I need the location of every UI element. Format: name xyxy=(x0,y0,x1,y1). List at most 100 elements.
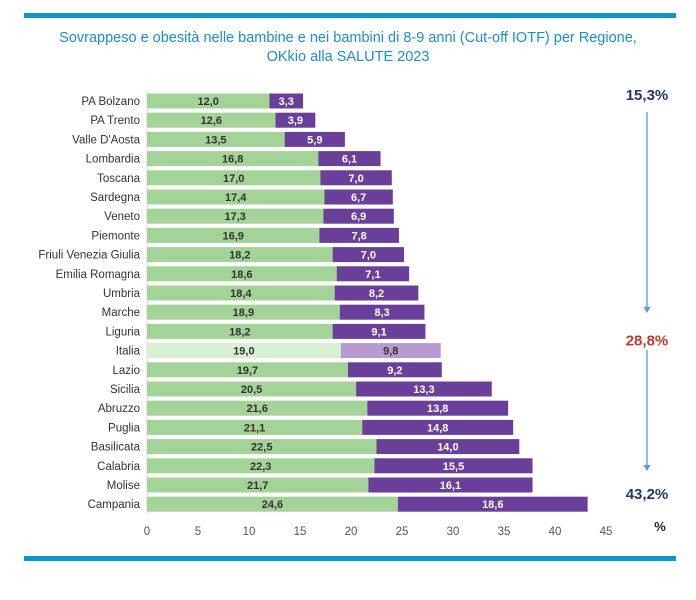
bar-obesita xyxy=(347,362,442,378)
data-label-obesita: 14,0 xyxy=(437,442,458,454)
data-label-obesita: 7,0 xyxy=(361,250,376,262)
x-tick-label: 5 xyxy=(195,526,201,538)
bar-obesita xyxy=(275,112,316,128)
x-tick-label: 20 xyxy=(345,526,358,538)
data-label-obesita: 6,1 xyxy=(342,154,357,166)
bar-obesita xyxy=(284,131,345,147)
data-label-sovrappeso: 24,6 xyxy=(262,499,283,511)
data-label-sovrappeso: 16,8 xyxy=(222,154,243,166)
data-label-sovrappeso: 22,5 xyxy=(251,442,272,454)
bar-obesita xyxy=(397,496,588,512)
x-tick-label: 30 xyxy=(447,526,460,538)
bar-obesita xyxy=(367,400,509,416)
data-label-sovrappeso: 21,1 xyxy=(244,422,265,434)
category-label: Liguria xyxy=(105,326,140,338)
category-label: Emilia Romagna xyxy=(56,269,141,281)
category-label: Lombardia xyxy=(86,154,141,166)
data-label-sovrappeso: 22,3 xyxy=(250,461,271,473)
top-rule xyxy=(24,13,676,18)
data-label-obesita: 6,7 xyxy=(351,192,366,204)
bar-obesita xyxy=(336,266,410,282)
bar-obesita xyxy=(374,458,533,474)
bar-sovrappeso xyxy=(147,208,324,224)
data-label-obesita: 8,3 xyxy=(374,307,389,319)
data-label-sovrappeso: 18,2 xyxy=(229,326,250,338)
category-label: Campania xyxy=(88,499,141,511)
data-label-obesita: 18,6 xyxy=(482,499,503,511)
bar-sovrappeso xyxy=(147,477,369,493)
data-label-sovrappeso: 21,6 xyxy=(246,403,267,415)
data-label-obesita: 6,9 xyxy=(351,211,366,223)
bar-obesita xyxy=(332,247,405,263)
x-tick-label: 10 xyxy=(243,526,256,538)
bar-obesita xyxy=(362,419,514,435)
data-label-sovrappeso: 17,0 xyxy=(223,173,244,185)
data-label-sovrappeso: 17,4 xyxy=(225,192,247,204)
bottom-rule xyxy=(24,556,676,561)
bar-sovrappeso xyxy=(147,323,333,339)
bar-sovrappeso xyxy=(147,227,320,243)
category-label: Marche xyxy=(102,307,140,319)
bar-obesita xyxy=(320,170,392,186)
bar-sovrappeso xyxy=(147,131,285,147)
data-label-sovrappeso: 13,5 xyxy=(205,134,226,146)
bar-sovrappeso xyxy=(147,285,335,301)
category-label: Umbria xyxy=(103,288,141,300)
x-tick-label: 25 xyxy=(396,526,409,538)
data-label-sovrappeso: 21,7 xyxy=(247,480,268,492)
category-label: Valle D'Aosta xyxy=(72,134,140,146)
bar-sovrappeso xyxy=(147,151,319,167)
bar-sovrappeso xyxy=(147,247,333,263)
category-label: PA Bolzano xyxy=(81,96,140,108)
x-tick-label: 40 xyxy=(549,526,562,538)
data-label-obesita: 13,8 xyxy=(427,403,448,415)
data-label-sovrappeso: 17,3 xyxy=(225,211,246,223)
bar-obesita xyxy=(269,93,304,109)
x-tick-label: 15 xyxy=(294,526,307,538)
bar-sovrappeso xyxy=(147,93,270,109)
category-label: Molise xyxy=(107,480,140,492)
bar-sovrappeso xyxy=(147,343,341,359)
category-label: Basilicata xyxy=(91,442,141,454)
category-label: PA Trento xyxy=(90,115,140,127)
category-label: Sicilia xyxy=(110,384,141,396)
bar-sovrappeso xyxy=(147,458,375,474)
data-label-sovrappeso: 12,0 xyxy=(197,96,218,108)
data-label-sovrappeso: 18,4 xyxy=(230,288,252,300)
bar-sovrappeso xyxy=(147,112,276,128)
arrow-head xyxy=(643,465,651,471)
chart-title-line1: Sovrappeso e obesità nelle bambine e nei… xyxy=(59,30,637,46)
annotation-total: 28,8% xyxy=(626,333,669,350)
category-label: Lazio xyxy=(113,365,141,377)
data-label-obesita: 3,3 xyxy=(279,96,294,108)
annotation-total: 15,3% xyxy=(626,87,669,104)
annotation-total: 43,2% xyxy=(626,486,669,503)
bar-sovrappeso xyxy=(147,189,325,205)
bar-obesita xyxy=(323,208,394,224)
bar-obesita xyxy=(319,227,399,243)
data-label-obesita: 7,0 xyxy=(348,173,363,185)
category-label: Toscana xyxy=(97,173,140,185)
category-label: Italia xyxy=(116,346,141,358)
x-tick-label: 35 xyxy=(498,526,511,538)
bar-sovrappeso xyxy=(147,304,340,320)
bar-obesita xyxy=(332,323,426,339)
data-label-obesita: 7,8 xyxy=(352,230,367,242)
chart-title: Sovrappeso e obesità nelle bambine e nei… xyxy=(0,29,696,67)
data-label-obesita: 13,3 xyxy=(413,384,434,396)
data-label-sovrappeso: 19,7 xyxy=(237,365,258,377)
x-axis-label: % xyxy=(654,519,666,534)
category-label: Abruzzo xyxy=(98,403,140,415)
x-tick-label: 45 xyxy=(600,526,613,538)
bar-obesita xyxy=(318,151,381,167)
data-label-obesita: 5,9 xyxy=(307,134,322,146)
bar-obesita xyxy=(334,285,419,301)
bar-obesita xyxy=(339,304,425,320)
category-label: Puglia xyxy=(108,422,141,434)
data-label-sovrappeso: 20,5 xyxy=(241,384,262,396)
bar-sovrappeso xyxy=(147,439,377,455)
data-label-obesita: 7,1 xyxy=(365,269,380,281)
bar-sovrappeso xyxy=(147,400,368,416)
data-label-obesita: 14,8 xyxy=(427,422,448,434)
data-label-obesita: 15,5 xyxy=(443,461,464,473)
